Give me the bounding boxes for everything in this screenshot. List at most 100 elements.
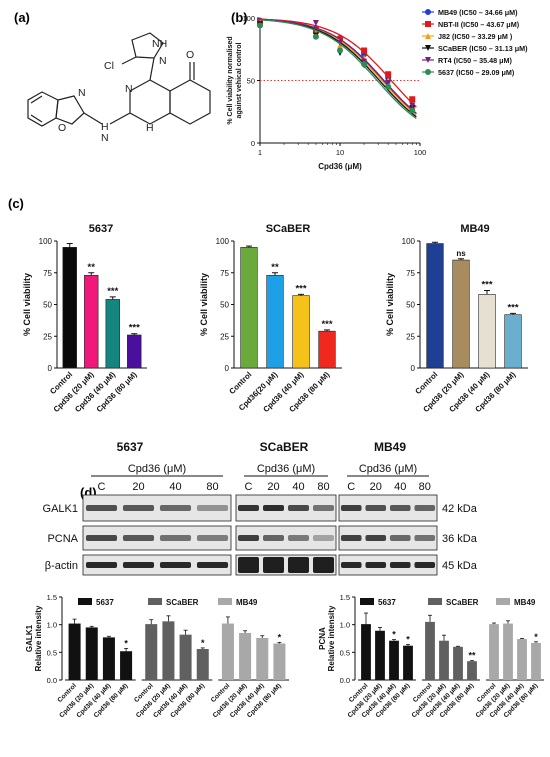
- bar: [85, 627, 98, 680]
- bar: [273, 643, 286, 680]
- y-tick-label: 0: [411, 364, 416, 373]
- y-axis-title-line-2: Relative intensity: [327, 605, 336, 671]
- bar: [452, 259, 470, 369]
- y-tick-label: 50: [220, 301, 229, 310]
- viability-chart-scaber: SCaBER 0 25 50 75 100 % Cell viability Control *…: [199, 223, 342, 414]
- bar: [105, 299, 120, 369]
- blot-band: [122, 505, 155, 511]
- chart-title: MB49: [460, 223, 489, 235]
- blot-band: [313, 557, 334, 573]
- bar: [439, 640, 449, 680]
- panel-label-a: (a): [14, 10, 30, 25]
- series-5: [257, 19, 417, 120]
- blot-lane-label: C: [98, 481, 106, 493]
- y-tick-label: 100: [402, 237, 416, 246]
- data-point: [337, 40, 343, 46]
- blot-band: [85, 535, 118, 541]
- significance-label: *: [201, 638, 205, 648]
- y-tick-label: 50: [247, 77, 255, 86]
- y-tick-label: 1.5: [340, 593, 350, 602]
- legend-swatch: [148, 598, 162, 605]
- bar: [102, 637, 115, 680]
- pcna-intensity-chart: 0.0 0.5 1.0 1.5 PCNA Relative intensity 5637 SC…: [318, 593, 544, 719]
- legend-label: 5637 (IC50 – 29.09 μM): [438, 68, 515, 77]
- bar: [318, 330, 336, 369]
- bar: [425, 621, 435, 680]
- blot-band: [196, 562, 229, 568]
- chart-title: 5637: [89, 223, 113, 235]
- data-point: [257, 22, 263, 29]
- x-tick-label: 10: [336, 148, 344, 157]
- legend-swatch: [428, 598, 442, 605]
- blot-lane-label: C: [245, 481, 253, 493]
- significance-label: ***: [295, 283, 306, 294]
- blot-band: [196, 505, 229, 511]
- data-point: [312, 33, 319, 40]
- bar: [478, 294, 496, 369]
- y-tick-label: 50: [43, 301, 52, 310]
- blot-band: [238, 505, 259, 511]
- bar: [503, 623, 513, 680]
- legend-label: MB49: [236, 598, 258, 607]
- atom-n1: N: [159, 55, 167, 67]
- legend-label: J82 (IC50 – 33.29 μM ): [438, 32, 513, 41]
- significance-label: ns: [456, 249, 466, 258]
- blot-band: [263, 535, 284, 541]
- data-point: [385, 83, 392, 90]
- y-tick-label: 0: [225, 364, 230, 373]
- atom-nh: NH: [152, 38, 167, 50]
- legend-label: RT4 (IC50 – 35.48 μM): [438, 56, 513, 65]
- y-tick-label: 0.0: [340, 676, 350, 685]
- y-tick-label: 100: [39, 237, 53, 246]
- significance-label: *: [124, 638, 128, 648]
- panel-label-c: (c): [8, 196, 24, 211]
- blot-size-label: 36 kDa: [442, 533, 478, 545]
- atom-cl: Cl: [104, 60, 114, 72]
- blot-lane-label: C: [347, 481, 355, 493]
- y-tick-label: 0.5: [47, 648, 57, 657]
- y-tick-label: 25: [220, 332, 229, 341]
- blot-band: [288, 505, 309, 511]
- blot-band: [414, 535, 436, 541]
- y-tick-label: 75: [43, 269, 52, 278]
- atom-h1: H: [101, 121, 109, 133]
- y-axis-title-line-2: Relative intensity: [34, 605, 43, 671]
- legend-marker: [425, 69, 431, 75]
- bar: [389, 640, 399, 680]
- y-tick-label: 0.0: [47, 676, 57, 685]
- bar: [467, 661, 477, 680]
- data-point: [385, 71, 392, 78]
- blot-strip: [338, 554, 438, 576]
- legend-marker: [425, 21, 431, 27]
- category-label: Control: [413, 370, 439, 396]
- galk1-intensity-chart: 0.0 0.5 1.0 1.5 GALK1 Relative intensity 5637 S…: [25, 593, 289, 719]
- blot-band: [365, 562, 387, 568]
- legend-swatch: [78, 598, 92, 605]
- blot-band: [414, 505, 436, 511]
- blot-band: [238, 557, 259, 573]
- x-tick-label: 100: [414, 148, 427, 157]
- blot-band: [389, 505, 411, 511]
- y-tick-label: 0.5: [340, 648, 350, 657]
- blot-band: [122, 535, 155, 541]
- legend-swatch: [360, 598, 374, 605]
- category-label: Control: [227, 370, 253, 396]
- significance-label: *: [278, 632, 282, 642]
- bar: [120, 651, 133, 680]
- data-point: [385, 80, 392, 86]
- data-point: [409, 102, 416, 109]
- blot-band: [288, 557, 309, 573]
- blot-cell-line-title: 5637: [117, 440, 144, 454]
- y-axis-title-line-2: against vehical control: [236, 43, 243, 119]
- blot-band: [263, 557, 284, 573]
- legend-label: SCaBER: [166, 598, 199, 607]
- blot-band: [85, 505, 118, 511]
- atom-n3: N: [78, 87, 86, 99]
- blot-cell-line-title: MB49: [374, 440, 406, 454]
- blot-band: [238, 535, 259, 541]
- bar: [453, 646, 463, 680]
- blot-band: [288, 535, 309, 541]
- significance-label: ***: [321, 319, 332, 330]
